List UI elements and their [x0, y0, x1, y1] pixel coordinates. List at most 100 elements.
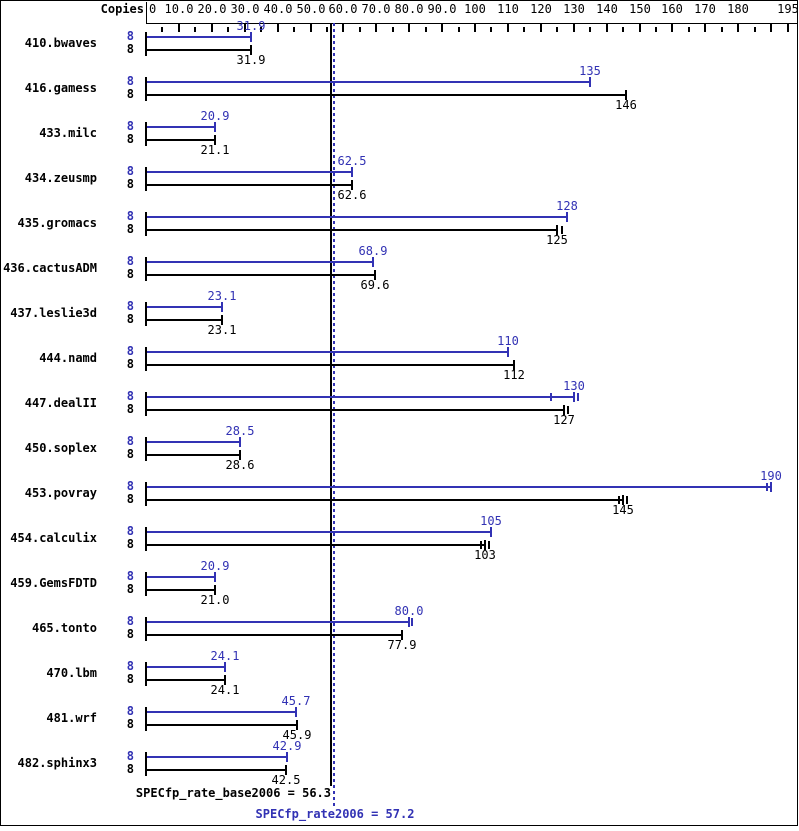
copies-label-peak: 8	[126, 479, 134, 493]
base-bar	[147, 544, 485, 546]
base-bar-endcap	[285, 765, 287, 775]
copies-label-base: 8	[126, 762, 134, 776]
axis-major-tick	[277, 23, 279, 32]
copies-label-base: 8	[126, 582, 134, 596]
base-bar-endcap	[224, 675, 226, 685]
base-run-mark	[618, 496, 620, 504]
benchmark-label: 459.GemsFDTD	[10, 576, 97, 590]
peak-bar	[147, 396, 574, 398]
peak-bar-endcap	[295, 707, 297, 717]
benchmark-group-axis	[145, 32, 147, 56]
benchmark-label: 454.calculix	[10, 531, 97, 545]
axis-tick-label: 195	[777, 2, 799, 16]
peak-bar-endcap	[224, 662, 226, 672]
benchmark-group-axis	[145, 437, 147, 461]
copies-label-base: 8	[126, 402, 134, 416]
peak-value-label: 42.9	[272, 739, 302, 753]
axis-tick-label: 10.0	[164, 2, 194, 16]
benchmark-label: 470.lbm	[46, 666, 97, 680]
axis-minor-tick	[721, 27, 723, 32]
peak-bar	[147, 441, 240, 443]
base-bar-endcap	[214, 135, 216, 145]
base-bar	[147, 274, 375, 276]
base-bar-endcap	[513, 360, 515, 370]
base-bar	[147, 679, 225, 681]
benchmark-label: 465.tonto	[31, 621, 97, 635]
axis-tick-label: 30.0	[230, 2, 260, 16]
peak-bar	[147, 576, 215, 578]
base-value-label: 125	[546, 233, 568, 247]
base-value-label: 127	[553, 413, 575, 427]
copies-label-peak: 8	[126, 29, 134, 43]
base-bar-endcap	[296, 720, 298, 730]
axis-tick-label: 120	[530, 2, 552, 16]
copies-label-base: 8	[126, 267, 134, 281]
base-bar-endcap	[250, 45, 252, 55]
axis-tick-label: 50.0	[296, 2, 326, 16]
base-bar	[147, 634, 402, 636]
copies-label-peak: 8	[126, 389, 134, 403]
axis-minor-tick	[655, 27, 657, 32]
axis-tick-label: 150	[629, 2, 651, 16]
base-bar-endcap	[563, 405, 565, 415]
base-bar-endcap	[484, 540, 486, 550]
base-run-mark	[567, 406, 569, 414]
base-bar-endcap	[351, 180, 353, 190]
axis-vertical-line	[146, 2, 147, 23]
peak-bar-endcap	[239, 437, 241, 447]
base-value-label: 31.9	[236, 53, 266, 67]
benchmark-label: 447.dealII	[24, 396, 97, 410]
base-value-label: 45.9	[282, 728, 312, 742]
copies-label-base: 8	[126, 537, 134, 551]
copies-label-peak: 8	[126, 704, 134, 718]
peak-bar	[147, 126, 215, 128]
axis-major-tick	[671, 23, 673, 32]
peak-bar-endcap	[351, 167, 353, 177]
peak-bar	[147, 621, 409, 623]
axis-major-tick	[737, 23, 739, 32]
benchmark-group-axis	[145, 752, 147, 776]
benchmark-group-axis	[145, 212, 147, 236]
axis-minor-tick	[227, 27, 229, 32]
peak-bar	[147, 216, 567, 218]
benchmark-group-axis	[145, 527, 147, 551]
base-run-mark	[488, 541, 490, 549]
copies-label-peak: 8	[126, 344, 134, 358]
axis-tick-label: 170	[694, 2, 716, 16]
base-bar-endcap	[625, 90, 627, 100]
peak-value-label: 62.5	[337, 154, 367, 168]
base-bar-endcap	[374, 270, 376, 280]
axis-major-tick	[573, 23, 575, 32]
base-value-label: 145	[612, 503, 634, 517]
axis-minor-tick	[622, 27, 624, 32]
peak-bar	[147, 351, 508, 353]
copies-label-base: 8	[126, 672, 134, 686]
peak-bar-endcap	[221, 302, 223, 312]
axis-tick-label: 20.0	[197, 2, 227, 16]
axis-major-tick	[704, 23, 706, 32]
base-run-mark	[480, 541, 482, 549]
copies-label-peak: 8	[126, 164, 134, 178]
benchmark-label: 433.milc	[39, 126, 97, 140]
peak-bar-endcap	[507, 347, 509, 357]
peak-bar	[147, 666, 225, 668]
axis-tick-label: 140	[596, 2, 618, 16]
base-bar-endcap	[221, 315, 223, 325]
axis-minor-tick	[326, 27, 328, 32]
axis-major-tick	[606, 23, 608, 32]
peak-value-label: 135	[579, 64, 601, 78]
base-bar	[147, 49, 251, 51]
peak-value-label: 24.1	[210, 649, 240, 663]
copies-label-peak: 8	[126, 254, 134, 268]
copies-label-base: 8	[126, 357, 134, 371]
peak-value-label: 128	[556, 199, 578, 213]
copies-label-peak: 8	[126, 74, 134, 88]
peak-bar-endcap	[408, 617, 410, 627]
median-line-base	[330, 23, 332, 786]
base-bar	[147, 589, 215, 591]
copies-label-peak: 8	[126, 524, 134, 538]
axis-minor-tick	[260, 27, 262, 32]
axis-minor-tick	[293, 27, 295, 32]
